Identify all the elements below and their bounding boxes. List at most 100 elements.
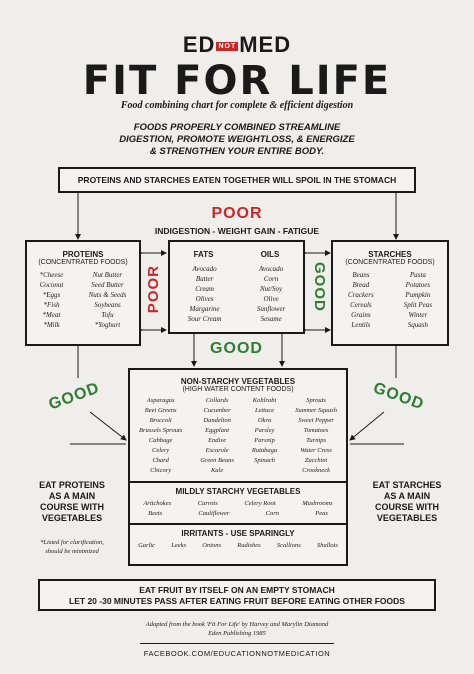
list-item: Tofu <box>101 311 114 319</box>
list-item: Cream <box>195 285 214 293</box>
page-title: FIT FOR LIFE <box>82 58 392 104</box>
list-item: Sunflower <box>256 305 286 313</box>
list-item: Olive <box>263 295 279 303</box>
proteins-subtitle: (CONCENTRATED FOODS) <box>38 259 128 266</box>
list-item: Dandelion <box>203 417 231 424</box>
facebook-link: FACEBOOK.COM/EDUCATIONNOTMEDICATION <box>143 649 331 658</box>
list-item: Onions <box>202 542 222 549</box>
list-item: Olives <box>195 295 214 303</box>
good-label-side: GOOD <box>311 262 328 312</box>
list-item: Asparagus <box>146 397 175 404</box>
list-item: Sour Cream <box>187 315 222 323</box>
proteins-box: PROTEINS (CONCENTRATED FOODS) *Cheese Co… <box>25 240 141 346</box>
vegetables-col-3: Kohlrabi Lettuce Okra Parsley Parsnip Ru… <box>252 396 277 476</box>
footer-divider <box>140 643 334 644</box>
note-line: AS A MAIN <box>48 491 96 501</box>
note-line: EAT STARCHES <box>372 480 442 490</box>
irritants-list: Garlic Leeks Onions Radishes Scallions S… <box>130 541 346 551</box>
fats-col: Avocado Butter Cream Olives Margarine So… <box>188 264 222 324</box>
page-subtitle: Food combining chart for complete & effi… <box>120 100 354 111</box>
warning-text: PROTEINS AND STARCHES EATEN TOGETHER WIL… <box>77 175 397 185</box>
list-item: Sweet Pepper <box>298 417 334 424</box>
mild-section: MILDLY STARCHY VEGETABLES Artichokes Car… <box>130 481 346 519</box>
list-item: Avocado <box>259 265 284 273</box>
list-item: Escarole <box>205 447 229 454</box>
list-item: Beans <box>352 271 370 279</box>
list-item: Peas <box>315 510 328 517</box>
list-item: *Eggs <box>42 291 61 299</box>
list-item: Potatoes <box>405 281 431 289</box>
list-item: Scallions <box>276 542 301 549</box>
list-item: Pumpkin <box>405 291 431 299</box>
note-line: EAT PROTEINS <box>39 480 105 490</box>
fats-oils-titles: FATS OILS <box>170 250 303 260</box>
mild-row-2: Beets Cauliflower Corn Peas <box>130 509 346 519</box>
list-item: Shallots <box>316 542 338 549</box>
list-item: Brussels Sprouts <box>139 427 183 434</box>
list-item: Margarine <box>189 305 220 313</box>
footnote-line: *Listed for clarification, <box>40 539 104 546</box>
list-item: Endive <box>208 437 227 444</box>
list-item: Cauliflower <box>198 510 230 517</box>
credit-line-2: Eden Publishing 1985 <box>208 630 266 637</box>
list-item: Green Beans <box>200 457 234 464</box>
footnote-line: should be minimized <box>45 548 99 555</box>
list-item: Broccoli <box>149 417 172 424</box>
fruit-box: EAT FRUIT BY ITSELF ON AN EMPTY STOMACH … <box>38 579 436 611</box>
indigestion-label: INDIGESTION - WEIGHT GAIN - FATIGUE <box>154 226 320 236</box>
mild-row-1: Artichokes Carrots Celery Root Mushrooms <box>130 499 346 509</box>
logo: ED NOT MED <box>0 32 474 58</box>
starches-col-2: Pasta Potatoes Pumpkin Split Peas Winter… <box>404 270 432 330</box>
list-item: *Yoghurt <box>94 321 121 329</box>
list-item: Soybeans <box>94 301 121 309</box>
poor-label-side: POOR <box>145 265 162 314</box>
starches-col-1: Beans Bread Crackers Cereals Grains Lent… <box>348 270 374 330</box>
list-item: Celery Root <box>244 500 276 507</box>
list-item: Crookneck <box>302 467 331 474</box>
list-item: Split Peas <box>403 301 432 309</box>
list-item: Water Cress <box>300 447 332 454</box>
proteins-title: PROTEINS <box>62 250 104 259</box>
starches-list: Beans Bread Crackers Cereals Grains Lent… <box>333 270 447 330</box>
list-item: Mushrooms <box>302 500 333 507</box>
vegetables-list: Asparagus Beet Greens Broccoli Brussels … <box>130 396 346 476</box>
list-item: Pasta <box>409 271 426 279</box>
list-item: Avocado <box>192 265 217 273</box>
note-line: COURSE WITH <box>375 502 439 512</box>
list-item: Parsnip <box>254 437 275 444</box>
vegetables-title: NON-STARCHY VEGETABLES <box>180 377 296 386</box>
list-item: Collards <box>205 397 229 404</box>
list-item: Eggplant <box>205 427 230 434</box>
list-item: *Milk <box>43 321 60 329</box>
list-item: Zucchini <box>304 457 328 464</box>
poor-label-top: POOR <box>211 205 263 222</box>
vegetables-subtitle: (HIGH WATER CONTENT FOODS) <box>182 386 294 393</box>
list-item: Corn <box>265 510 280 517</box>
list-item: Seed Butter <box>91 281 124 289</box>
list-item: Spinach <box>254 457 276 464</box>
list-item: *Fish <box>43 301 60 309</box>
list-item: Rutabaga <box>251 447 278 454</box>
list-item: Leeks <box>171 542 187 549</box>
irritants-section: IRRITANTS - USE SPARINGLY Garlic Leeks O… <box>130 523 346 551</box>
left-note: EAT PROTEINS AS A MAIN COURSE WITH VEGET… <box>20 480 124 524</box>
intro-text: FOODS PROPERLY COMBINED STREAMLINE DIGES… <box>40 122 434 158</box>
logo-not-badge: NOT <box>216 41 239 51</box>
list-item: Nut/Soy <box>260 285 283 293</box>
list-item: Squash <box>407 321 428 329</box>
fruit-line-2: LET 20 -30 MINUTES PASS AFTER EATING FRU… <box>69 596 405 606</box>
irritants-title: IRRITANTS - USE SPARINGLY <box>181 529 295 538</box>
proteins-col-1: *Cheese Coconut *Eggs *Fish *Meat *Milk <box>40 270 64 330</box>
list-item: Okra <box>257 417 272 424</box>
list-item: Radishes <box>237 542 261 549</box>
vegetables-col-1: Asparagus Beet Greens Broccoli Brussels … <box>139 396 182 476</box>
right-note: EAT STARCHES AS A MAIN COURSE WITH VEGET… <box>352 480 462 524</box>
note-line: COURSE WITH <box>40 502 104 512</box>
list-item: Lettuce <box>254 407 275 414</box>
list-item: Kohlrabi <box>252 397 277 404</box>
vegetables-box: NON-STARCHY VEGETABLES (HIGH WATER CONTE… <box>128 368 348 566</box>
note-line: VEGETABLES <box>41 513 103 523</box>
list-item: Nuts & Seeds <box>88 291 127 299</box>
good-label-center: GOOD <box>210 340 263 357</box>
